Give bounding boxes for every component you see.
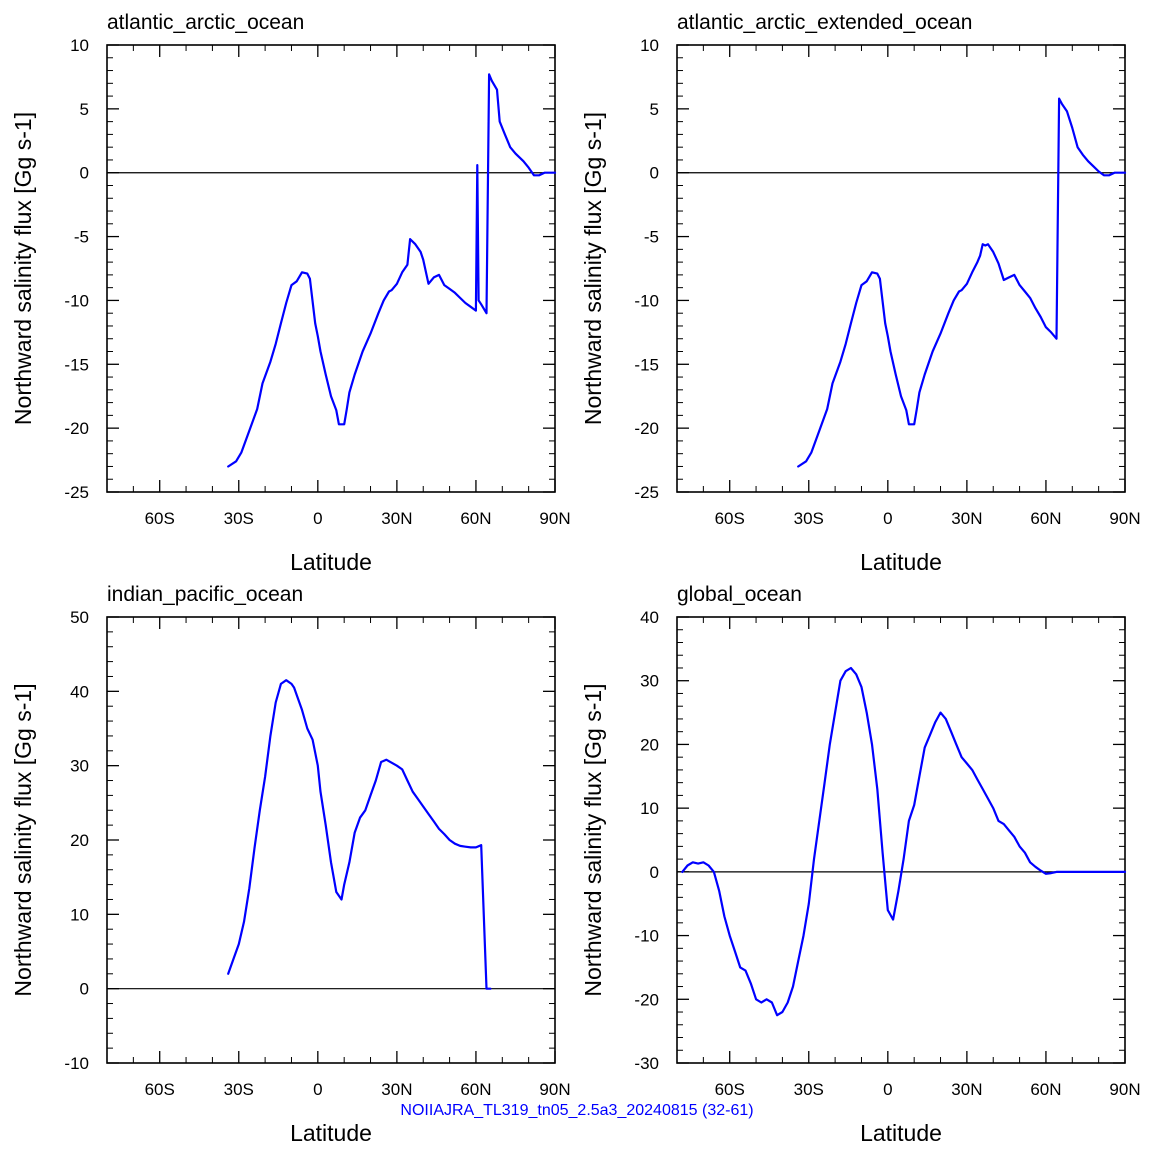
- y-tick-label: -5: [644, 228, 659, 247]
- y-tick-label: 50: [70, 608, 89, 627]
- chart-panel-4: 60S 30S 0 30N 60N 90N -30 -20 -10 0 10 20 30 40 global…: [580, 583, 1141, 1146]
- y-tick-label: 20: [640, 735, 659, 754]
- series-line: [797, 97, 1127, 468]
- y-tick-label: -10: [64, 1054, 89, 1073]
- y-tick-label: 30: [640, 672, 659, 691]
- x-axis-label: Latitude: [290, 1120, 372, 1146]
- x-tick-label: 60N: [1030, 509, 1061, 528]
- x-tick-label: 60S: [715, 1080, 745, 1099]
- y-tick-label: 20: [70, 831, 89, 850]
- y-tick-label: 5: [650, 100, 659, 119]
- x-tick-label: 60S: [145, 1080, 175, 1099]
- x-tick-label: 60S: [145, 509, 175, 528]
- y-tick-label: -30: [634, 1054, 659, 1073]
- y-tick-label: -15: [634, 355, 659, 374]
- y-tick-label: -15: [64, 355, 89, 374]
- chart-title: global_ocean: [677, 583, 802, 606]
- y-tick-label: 5: [80, 100, 89, 119]
- y-tick-label: 30: [70, 757, 89, 776]
- y-axis-label: Northward salinity flux [Gg s-1]: [10, 683, 36, 996]
- x-tick-label: 90N: [539, 509, 570, 528]
- series-line: [227, 679, 492, 990]
- y-tick-label: 10: [70, 905, 89, 924]
- y-axis-label: Northward salinity flux [Gg s-1]: [580, 112, 606, 425]
- x-tick-label: 90N: [1109, 509, 1140, 528]
- y-tick-label: -25: [64, 483, 89, 502]
- y-tick-label: 0: [80, 164, 89, 183]
- x-tick-label: 0: [883, 1080, 892, 1099]
- x-tick-label: 30N: [381, 1080, 412, 1099]
- series-line: [227, 73, 557, 468]
- y-tick-label: -5: [74, 228, 89, 247]
- y-tick-label: -20: [634, 419, 659, 438]
- chart-title: indian_pacific_ocean: [107, 583, 303, 606]
- y-tick-label: 0: [650, 164, 659, 183]
- x-tick-label: 30S: [224, 509, 254, 528]
- y-axis-label: Northward salinity flux [Gg s-1]: [10, 112, 36, 425]
- footer-run-label: NOIIAJRA_TL319_tn05_2.5a3_20240815 (32-6…: [400, 1102, 754, 1119]
- y-tick-label: 0: [80, 980, 89, 999]
- chart-title: atlantic_arctic_ocean: [107, 11, 304, 34]
- chart-panel-2: 60S 30S 0 30N 60N 90N -25 -20 -15 -10 -5 0 5 10 atlant…: [580, 11, 1141, 575]
- x-axis-label: Latitude: [860, 549, 942, 575]
- y-tick-label: -20: [64, 419, 89, 438]
- x-tick-label: 60N: [460, 509, 491, 528]
- x-tick-label: 30S: [224, 1080, 254, 1099]
- x-tick-label: 90N: [1109, 1080, 1140, 1099]
- chart-panel-3: 60S 30S 0 30N 60N 90N -10 0 10 20 30 40 50 indian_pac…: [10, 583, 571, 1146]
- y-axis-label: Northward salinity flux [Gg s-1]: [580, 683, 606, 996]
- y-tick-label: 0: [650, 863, 659, 882]
- y-tick-label: 40: [70, 682, 89, 701]
- x-tick-label: 0: [883, 509, 892, 528]
- x-tick-label: 30S: [794, 1080, 824, 1099]
- y-tick-label: -25: [634, 483, 659, 502]
- x-tick-label: 90N: [539, 1080, 570, 1099]
- x-tick-label: 60N: [1030, 1080, 1061, 1099]
- x-tick-label: 0: [313, 1080, 322, 1099]
- x-tick-label: 60N: [460, 1080, 491, 1099]
- plot-frame: [676, 44, 1126, 493]
- y-tick-label: 10: [70, 36, 89, 55]
- plot-frame: [676, 616, 1126, 1064]
- x-tick-label: 0: [313, 509, 322, 528]
- y-tick-label: 10: [640, 799, 659, 818]
- x-axis-label: Latitude: [860, 1120, 942, 1146]
- x-tick-label: 60S: [715, 509, 745, 528]
- plot-frame: [106, 44, 556, 493]
- y-tick-label: -20: [634, 990, 659, 1009]
- y-tick-label: 40: [640, 608, 659, 627]
- y-tick-label: -10: [64, 291, 89, 310]
- x-axis-label: Latitude: [290, 549, 372, 575]
- chart-panel-1: 60S 30S 0 30N 60N 90N -25 -20 -15 -10 -5 0 5 10 atlant…: [10, 11, 571, 575]
- y-tick-label: 10: [640, 36, 659, 55]
- y-tick-label: -10: [634, 927, 659, 946]
- plot-frame: [106, 616, 556, 1064]
- x-tick-label: 30N: [381, 509, 412, 528]
- series-line: [681, 666, 1127, 1017]
- x-tick-label: 30N: [951, 1080, 982, 1099]
- x-tick-label: 30N: [951, 509, 982, 528]
- chart-title: atlantic_arctic_extended_ocean: [677, 11, 972, 34]
- x-tick-label: 30S: [794, 509, 824, 528]
- y-tick-label: -10: [634, 291, 659, 310]
